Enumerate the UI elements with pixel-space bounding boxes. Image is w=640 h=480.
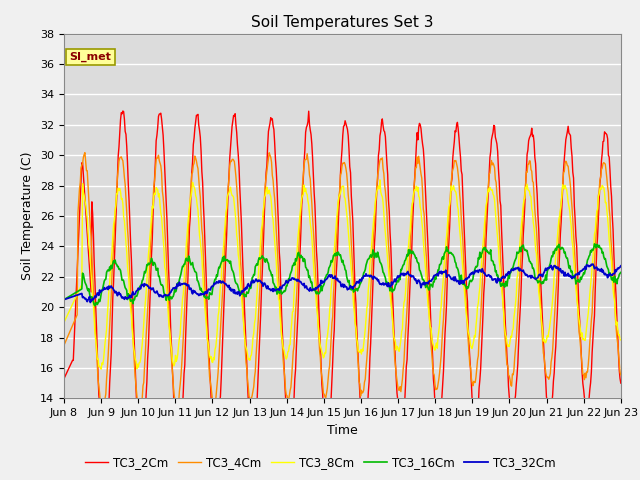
TC3_8Cm bbox=[185, 212, 193, 217]
Line: TC3_4Cm: TC3_4Cm bbox=[64, 153, 621, 413]
TC3_2Cm bbox=[215, 421, 223, 427]
TC3_4Cm bbox=[617, 372, 625, 378]
Line: TC3_8Cm: TC3_8Cm bbox=[64, 180, 621, 369]
TC3_16Cm bbox=[91, 303, 99, 309]
TC3_32Cm bbox=[411, 277, 419, 283]
TC3_16Cm bbox=[214, 268, 222, 274]
Line: TC3_2Cm: TC3_2Cm bbox=[64, 111, 621, 455]
TC3_32Cm bbox=[428, 278, 435, 284]
TC3_32Cm bbox=[185, 282, 193, 288]
TC3_4Cm bbox=[98, 410, 106, 416]
TC3_2Cm bbox=[129, 302, 137, 308]
TC3_16Cm bbox=[60, 297, 68, 302]
TC3_2Cm bbox=[119, 108, 127, 114]
TC3_16Cm bbox=[128, 297, 136, 303]
TC3_2Cm bbox=[60, 376, 68, 382]
TC3_32Cm bbox=[617, 263, 625, 269]
Line: TC3_32Cm: TC3_32Cm bbox=[64, 264, 621, 302]
Title: Soil Temperatures Set 3: Soil Temperatures Set 3 bbox=[251, 15, 434, 30]
TC3_32Cm bbox=[589, 261, 596, 267]
TC3_2Cm bbox=[70, 339, 78, 345]
TC3_32Cm bbox=[214, 280, 222, 286]
TC3_4Cm bbox=[60, 342, 68, 348]
TC3_4Cm bbox=[70, 319, 78, 325]
TC3_2Cm bbox=[100, 452, 108, 458]
TC3_16Cm bbox=[185, 253, 193, 259]
TC3_32Cm bbox=[70, 293, 78, 299]
TC3_2Cm bbox=[412, 159, 419, 165]
TC3_8Cm bbox=[128, 326, 136, 332]
TC3_8Cm bbox=[214, 313, 222, 319]
TC3_16Cm bbox=[70, 291, 78, 297]
Text: SI_met: SI_met bbox=[70, 52, 111, 62]
TC3_2Cm bbox=[186, 225, 193, 230]
TC3_8Cm bbox=[412, 187, 419, 193]
TC3_8Cm bbox=[428, 336, 436, 342]
TC3_4Cm bbox=[215, 356, 223, 361]
TC3_32Cm bbox=[86, 300, 94, 305]
TC3_32Cm bbox=[60, 297, 68, 302]
TC3_8Cm bbox=[376, 177, 384, 183]
TC3_4Cm bbox=[186, 208, 193, 214]
TC3_16Cm bbox=[591, 241, 598, 247]
TC3_2Cm bbox=[617, 380, 625, 386]
TC3_4Cm bbox=[412, 165, 419, 170]
TC3_32Cm bbox=[128, 291, 136, 297]
TC3_4Cm bbox=[81, 150, 89, 156]
TC3_16Cm bbox=[428, 281, 435, 287]
TC3_16Cm bbox=[617, 270, 625, 276]
TC3_4Cm bbox=[428, 351, 436, 357]
Line: TC3_16Cm: TC3_16Cm bbox=[64, 244, 621, 306]
TC3_8Cm bbox=[97, 366, 105, 372]
TC3_8Cm bbox=[617, 337, 625, 343]
X-axis label: Time: Time bbox=[327, 424, 358, 437]
TC3_8Cm bbox=[70, 298, 78, 304]
TC3_16Cm bbox=[411, 252, 419, 258]
TC3_4Cm bbox=[129, 334, 137, 339]
Legend: TC3_2Cm, TC3_4Cm, TC3_8Cm, TC3_16Cm, TC3_32Cm: TC3_2Cm, TC3_4Cm, TC3_8Cm, TC3_16Cm, TC3… bbox=[80, 452, 560, 474]
TC3_2Cm bbox=[428, 338, 436, 344]
Y-axis label: Soil Temperature (C): Soil Temperature (C) bbox=[22, 152, 35, 280]
TC3_8Cm bbox=[60, 320, 68, 325]
